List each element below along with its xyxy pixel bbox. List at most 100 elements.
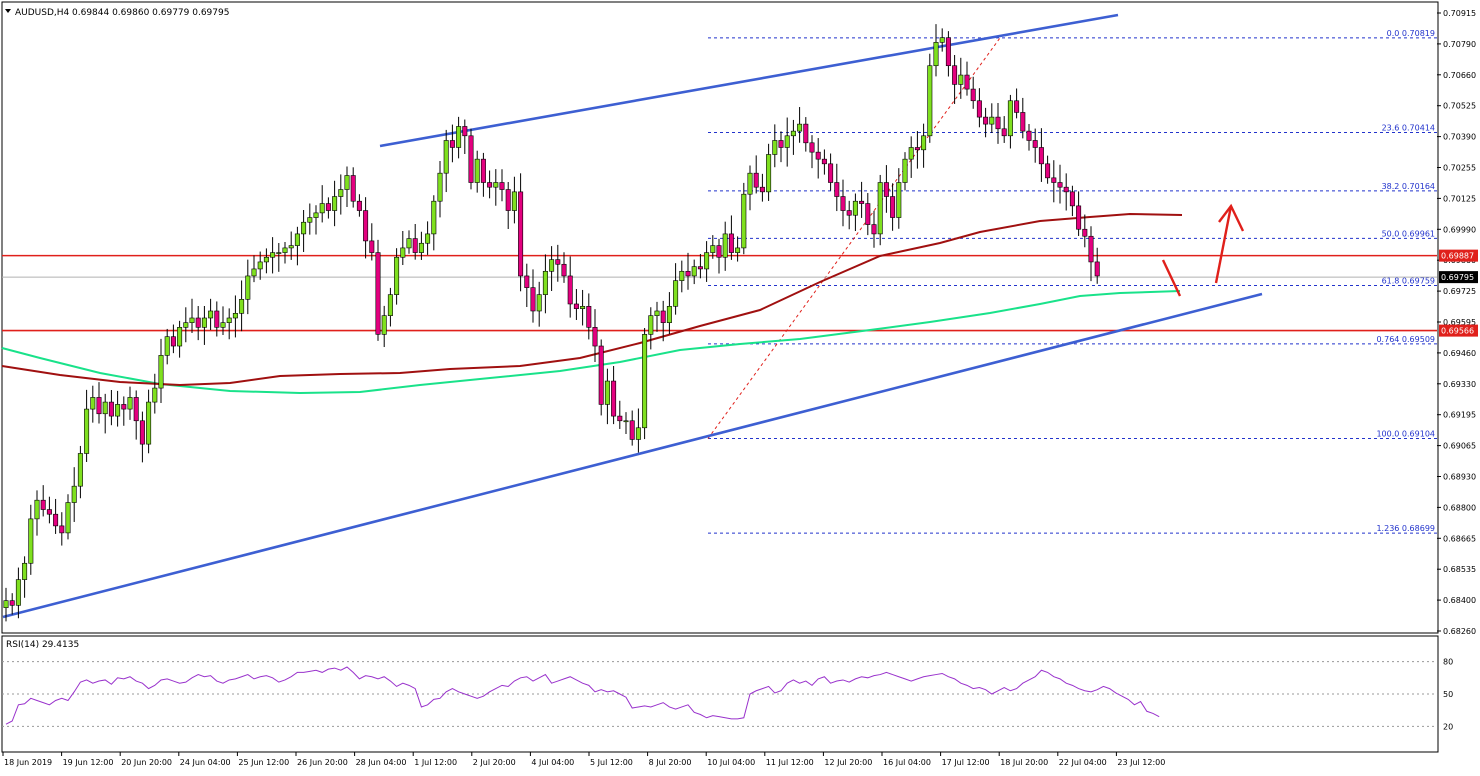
bear-candle <box>530 287 536 312</box>
price-tick-label: 0.70660 <box>1443 71 1476 80</box>
bear-candle <box>1069 191 1075 207</box>
bull-candle <box>164 336 170 356</box>
bull-candle <box>679 270 685 281</box>
moving-average-fast-line <box>1 212 1183 387</box>
time-tick-label: 18 Jun 2019 <box>4 758 52 767</box>
time-tick-label: 8 Jul 20:00 <box>649 758 692 767</box>
symbol-label: AUDUSD,H4 <box>15 8 70 18</box>
bear-candle <box>716 245 722 258</box>
price-tick-label: 0.69990 <box>1443 225 1476 234</box>
bull-candle <box>704 252 710 270</box>
bear-candle <box>846 210 852 216</box>
fib-level-label: 38.2 0.70164 <box>1382 182 1435 191</box>
bull-candle <box>394 256 400 295</box>
price-tick-label: 0.69195 <box>1443 411 1476 420</box>
bull-candle <box>648 315 654 335</box>
arrow-head-icon <box>1218 203 1245 232</box>
time-tick-label: 28 Jun 04:00 <box>356 758 407 767</box>
bear-candle <box>59 525 65 534</box>
bear-candle <box>611 380 617 417</box>
bear-candle <box>40 499 46 510</box>
bear-candle <box>487 182 493 188</box>
bear-candle <box>952 65 958 85</box>
bear-candle <box>350 175 356 202</box>
bear-candle <box>108 401 114 417</box>
bear-candle <box>809 142 815 153</box>
moving-averages <box>1 212 1183 395</box>
bear-candle <box>1094 261 1100 277</box>
time-axis: 18 Jun 2019 19 Jun 12:00 20 Jun 20:00 24 Ju… <box>2 752 1165 767</box>
bear-candle <box>586 306 592 328</box>
bear-candle <box>1026 130 1032 141</box>
bear-candle <box>53 513 59 527</box>
bull-candle <box>158 355 164 389</box>
bull-candle <box>549 259 555 272</box>
bear-candle <box>865 203 871 225</box>
price-tag-label: 0.69887 <box>1441 252 1474 261</box>
bull-candle <box>338 189 344 197</box>
bear-candle <box>834 182 840 197</box>
time-tick-label: 12 Jul 20:00 <box>824 758 872 767</box>
bull-candle <box>226 317 232 323</box>
bull-candle <box>90 397 96 410</box>
bull-candle <box>852 200 858 216</box>
bull-candle <box>102 401 108 415</box>
bear-candle <box>995 116 1001 130</box>
bear-candle <box>555 259 561 265</box>
bear-candle <box>468 135 474 183</box>
bear-candle <box>1038 147 1044 165</box>
bear-candle <box>518 191 524 277</box>
price-tick-label: 0.68535 <box>1443 565 1476 574</box>
bear-candle <box>871 224 877 235</box>
bear-candle <box>890 196 896 218</box>
bull-candle <box>921 135 927 151</box>
bear-candle <box>1032 140 1038 148</box>
bull-candle <box>288 245 294 249</box>
time-tick-label: 2 Jul 20:00 <box>473 758 516 767</box>
price-tick-label: 0.69065 <box>1443 442 1476 451</box>
time-tick-label: 11 Jul 12:00 <box>766 758 814 767</box>
up-arrow-icon <box>1214 205 1233 284</box>
price-tag-label: 0.69566 <box>1441 327 1474 336</box>
bull-candle <box>127 397 133 410</box>
price-tick-label: 0.69725 <box>1443 287 1476 296</box>
bull-candle <box>387 294 393 316</box>
bull-candle <box>896 182 902 218</box>
bear-candle <box>499 182 505 190</box>
bull-candle <box>406 238 412 249</box>
bull-candle <box>22 562 28 580</box>
rsi-level-label: 50 <box>1443 690 1453 699</box>
bear-candle <box>1014 100 1020 113</box>
bull-candle <box>65 502 71 534</box>
upper-trendline <box>379 13 1119 148</box>
bull-candle <box>400 247 406 258</box>
bull-candle <box>666 306 672 323</box>
time-tick-label: 24 Jun 04:00 <box>180 758 231 767</box>
bull-candle <box>456 126 462 148</box>
time-tick-label: 17 Jul 12:00 <box>942 758 990 767</box>
bull-candle <box>511 191 517 211</box>
candlesticks <box>3 24 1100 622</box>
bull-candle <box>741 193 747 249</box>
fib-level-label: 100.0 0.69104 <box>1376 430 1435 439</box>
price-tick-label: 0.70790 <box>1443 40 1476 49</box>
ohlc-values: 0.69844 0.69860 0.69779 0.69795 <box>72 8 229 18</box>
bear-candle <box>214 310 220 328</box>
dropdown-triangle-icon[interactable] <box>5 9 11 13</box>
price-tick-label: 0.68400 <box>1443 596 1476 605</box>
bull-candle <box>722 233 728 258</box>
bull-candle <box>201 317 207 328</box>
bear-candle <box>480 158 486 183</box>
time-tick-label: 25 Jun 12:00 <box>238 758 289 767</box>
bull-candle <box>772 140 778 155</box>
bull-candle <box>276 252 282 254</box>
rsi-level-label: 80 <box>1443 658 1453 667</box>
bull-candle <box>183 322 189 328</box>
bull-candle <box>332 196 338 211</box>
bear-candle <box>96 397 102 415</box>
bull-candle <box>604 380 610 405</box>
time-tick-label: 5 Jul 12:00 <box>590 758 633 767</box>
price-axis: 0.70915 0.70790 0.70660 0.70525 0.70390 0.702… <box>1437 9 1476 636</box>
